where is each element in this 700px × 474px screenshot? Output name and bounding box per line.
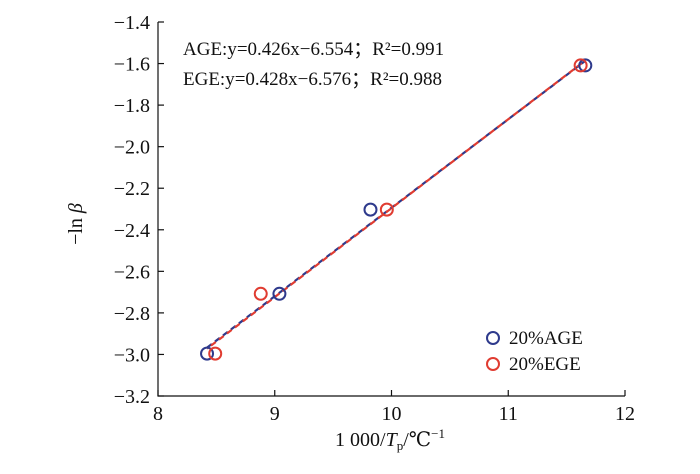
y-tick-label: −1.8 [114,95,150,117]
y-tick-label: −1.6 [114,54,150,76]
legend-label-ege: 20%EGE [509,354,581,375]
data-point-ege [379,202,394,217]
y-tick-label: −2.8 [114,303,150,325]
data-point-ege [573,58,588,73]
x-tick-label: 8 [153,403,163,425]
y-axis: −1.4 −1.6 −1.8 −2.0 −2.2 −2.4 −2.6 −2.8 −3.0 −3.2 [114,12,164,408]
x-axis: 8 9 10 11 12 [153,390,635,425]
y-tick-label: −2.4 [114,220,150,242]
y-axis-label: −ln β [65,203,87,245]
y-tick-label: −3.0 [114,344,150,366]
y-tick-label: −2.6 [114,261,150,283]
legend: 20%AGE 20%EGE [486,328,583,375]
data-points [200,58,593,361]
data-point-age [200,346,215,361]
data-point-age [363,202,378,217]
annotation-ege: EGE:y=0.428x−6.576；R²=0.988 [183,69,442,90]
y-tick-label: −2.0 [114,137,150,159]
equation-annotations: AGE:y=0.426x−6.554；R²=0.991 EGE:y=0.428x… [183,39,444,90]
y-tick-label: −1.4 [114,12,150,34]
y-tick-label: −3.2 [114,386,150,408]
fit-line-ege [206,59,586,350]
x-tick-label: 10 [382,403,402,425]
fit-lines [206,59,586,350]
legend-label-age: 20%AGE [509,328,583,349]
data-point-ege [253,286,268,301]
data-point-age [272,286,287,301]
annotation-age: AGE:y=0.426x−6.554；R²=0.991 [183,39,444,60]
x-axis-label: 1 000/Tp/℃−1 [335,426,445,453]
x-tick-label: 11 [499,403,518,425]
y-tick-label: −2.2 [114,178,150,200]
x-tick-label: 9 [270,403,280,425]
data-point-ege [208,346,223,361]
data-point-age [578,58,593,73]
legend-marker-age [486,331,500,345]
legend-marker-ege [486,357,500,371]
x-tick-label: 12 [615,403,635,425]
